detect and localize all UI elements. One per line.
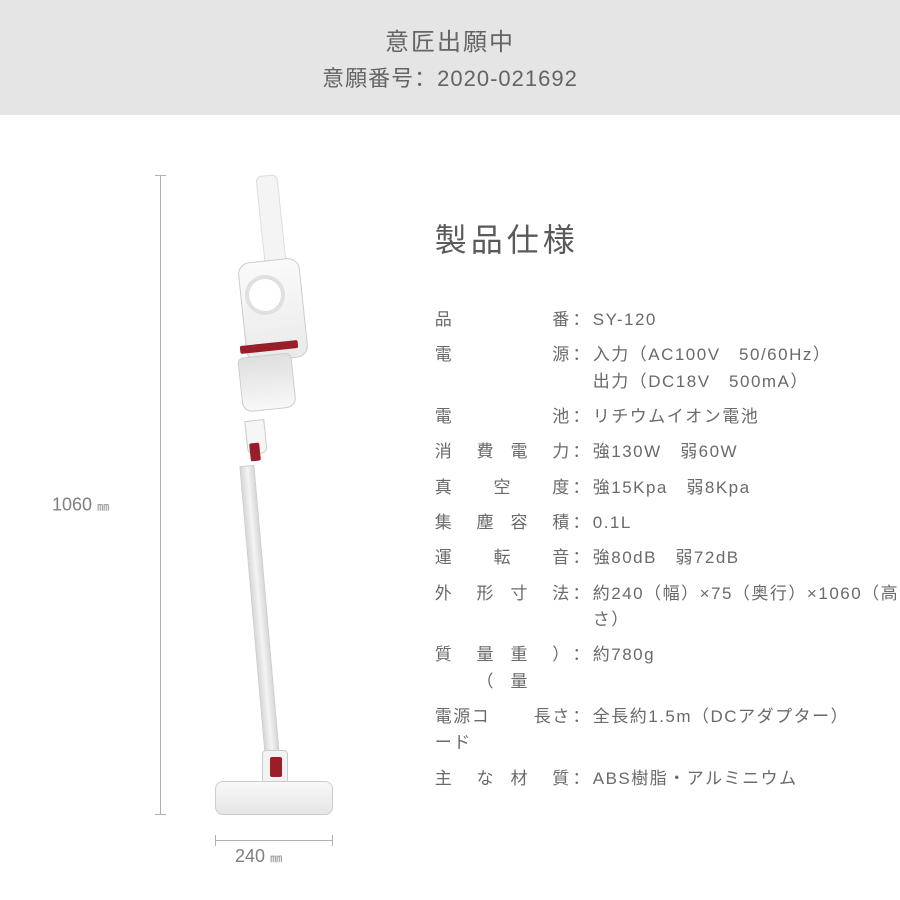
spec-label: 外形寸法: [435, 581, 571, 634]
specs-rows: 品番：SY-120電源：入力（AC100V 50/60Hz）出力（DC18V 5…: [435, 307, 900, 792]
dimension-width-unit: ㎜: [270, 851, 282, 865]
spec-row: 質量（重量）：約780g: [435, 642, 900, 695]
dimension-height: 1060 ㎜: [52, 495, 109, 516]
spec-label: 集塵容積: [435, 510, 571, 536]
spec-label: 主な材質: [435, 766, 571, 792]
spec-colon: ：: [571, 475, 593, 501]
spec-label: 消費電力: [435, 439, 571, 465]
dimension-width-value: 240: [235, 846, 265, 866]
spec-label: 電源コード長さ: [435, 704, 571, 757]
spec-value: リチウムイオン電池: [593, 404, 900, 430]
spec-colon: ：: [571, 642, 593, 695]
spec-value: 強80dB 弱72dB: [593, 545, 900, 571]
spec-row: 外形寸法：約240（幅）×75（奥行）×1060（高さ）: [435, 581, 900, 634]
header-banner: 意匠出願中 意願番号：2020-021692: [0, 0, 900, 115]
spec-label: 電池: [435, 404, 571, 430]
spec-row: 電源：入力（AC100V 50/60Hz）出力（DC18V 500mA）: [435, 342, 900, 395]
header-sub: 意願番号：2020-021692: [0, 61, 900, 93]
spec-value: ABS樹脂・アルミニウム: [593, 766, 900, 792]
spec-row: 電源コード長さ：全長約1.5m（DCアダプター）: [435, 704, 900, 757]
specs-title: 製品仕様: [435, 215, 900, 261]
spec-colon: ：: [571, 307, 593, 333]
spec-value: 約240（幅）×75（奥行）×1060（高さ）: [593, 581, 900, 634]
spec-colon: ：: [571, 404, 593, 430]
spec-colon: ：: [571, 704, 593, 757]
spec-row: 消費電力：強130W 弱60W: [435, 439, 900, 465]
spec-colon: ：: [571, 766, 593, 792]
spec-row: 主な材質：ABS樹脂・アルミニウム: [435, 766, 900, 792]
dimension-height-unit: ㎜: [97, 500, 109, 514]
spec-value: 強15Kpa 弱8Kpa: [593, 475, 900, 501]
product-diagram: 1060 ㎜ 240 ㎜: [60, 155, 385, 855]
spec-label: 電源: [435, 342, 571, 395]
spec-label: 品番: [435, 307, 571, 333]
spec-colon: ：: [571, 439, 593, 465]
spec-label: 質量（重量）: [435, 642, 571, 695]
spec-colon: ：: [571, 342, 593, 395]
dimension-width: 240 ㎜: [235, 846, 282, 867]
specs-panel: 製品仕様 品番：SY-120電源：入力（AC100V 50/60Hz）出力（DC…: [385, 155, 900, 855]
content: 1060 ㎜ 240 ㎜ 製品仕様 品番：SY-120電源：入力（AC100V …: [0, 115, 900, 855]
spec-row: 集塵容積：0.1L: [435, 510, 900, 536]
dimension-height-value: 1060: [52, 495, 92, 515]
dimension-h-line: [215, 840, 333, 841]
spec-row: 品番：SY-120: [435, 307, 900, 333]
spec-colon: ：: [571, 510, 593, 536]
spec-colon: ：: [571, 545, 593, 571]
spec-value: 約780g: [593, 642, 900, 695]
dimension-v-line: [160, 175, 161, 815]
spec-row: 電池：リチウムイオン電池: [435, 404, 900, 430]
spec-value: 0.1L: [593, 510, 900, 536]
spec-value: SY-120: [593, 307, 900, 333]
spec-row: 真空度：強15Kpa 弱8Kpa: [435, 475, 900, 501]
spec-row: 運転音：強80dB 弱72dB: [435, 545, 900, 571]
product-illustration: [190, 175, 350, 815]
spec-value: 入力（AC100V 50/60Hz）出力（DC18V 500mA）: [593, 342, 900, 395]
spec-value: 強130W 弱60W: [593, 439, 900, 465]
spec-value: 全長約1.5m（DCアダプター）: [593, 704, 900, 757]
spec-label: 運転音: [435, 545, 571, 571]
spec-label: 真空度: [435, 475, 571, 501]
header-title: 意匠出願中: [0, 22, 900, 57]
spec-colon: ：: [571, 581, 593, 634]
